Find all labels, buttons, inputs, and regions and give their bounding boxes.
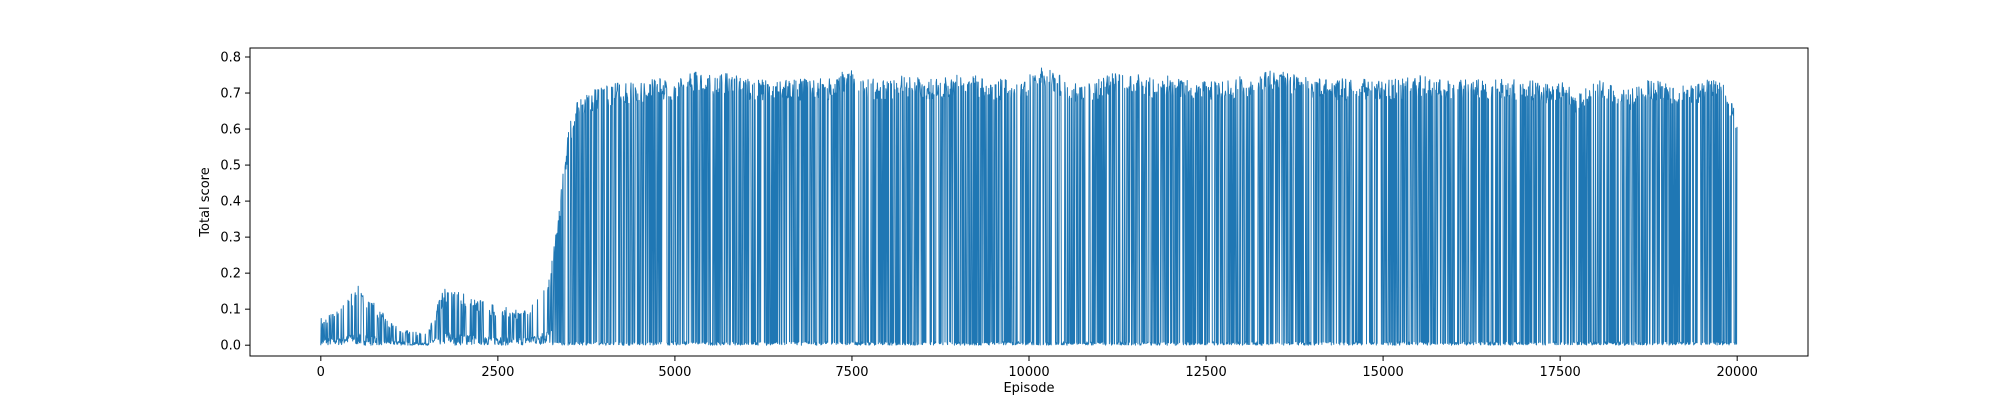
y-tick-label: 0.2 [220, 267, 241, 282]
y-axis-label: Total score [198, 167, 213, 237]
x-tick-label: 2500 [481, 365, 514, 380]
x-tick-label: 20000 [1717, 365, 1758, 380]
y-axis: 0.0 0.1 0.2 0.3 0.4 0.5 0.6 0.7 0.8 [220, 51, 250, 354]
x-tick-label: 7500 [835, 365, 868, 380]
plot-area [320, 67, 1738, 346]
y-tick-label: 0.0 [220, 339, 241, 354]
y-tick-label: 0.1 [220, 303, 241, 318]
y-tick-label: 0.8 [220, 51, 241, 66]
x-tick-label: 15000 [1362, 365, 1403, 380]
x-tick-label: 5000 [658, 365, 691, 380]
y-tick-label: 0.6 [220, 123, 241, 138]
y-tick-label: 0.3 [220, 231, 241, 246]
x-tick-label: 12500 [1185, 365, 1226, 380]
x-tick-label: 0 [317, 365, 325, 380]
x-tick-label: 17500 [1539, 365, 1580, 380]
x-axis-label: Episode [1003, 381, 1054, 396]
x-axis: 0 2500 5000 7500 10000 12500 15000 17500 20000 [317, 356, 1758, 380]
x-tick-label: 10000 [1008, 365, 1049, 380]
series-line [320, 67, 1738, 346]
y-tick-label: 0.4 [220, 195, 241, 210]
y-tick-label: 0.5 [220, 159, 241, 174]
y-tick-label: 0.7 [220, 87, 241, 102]
